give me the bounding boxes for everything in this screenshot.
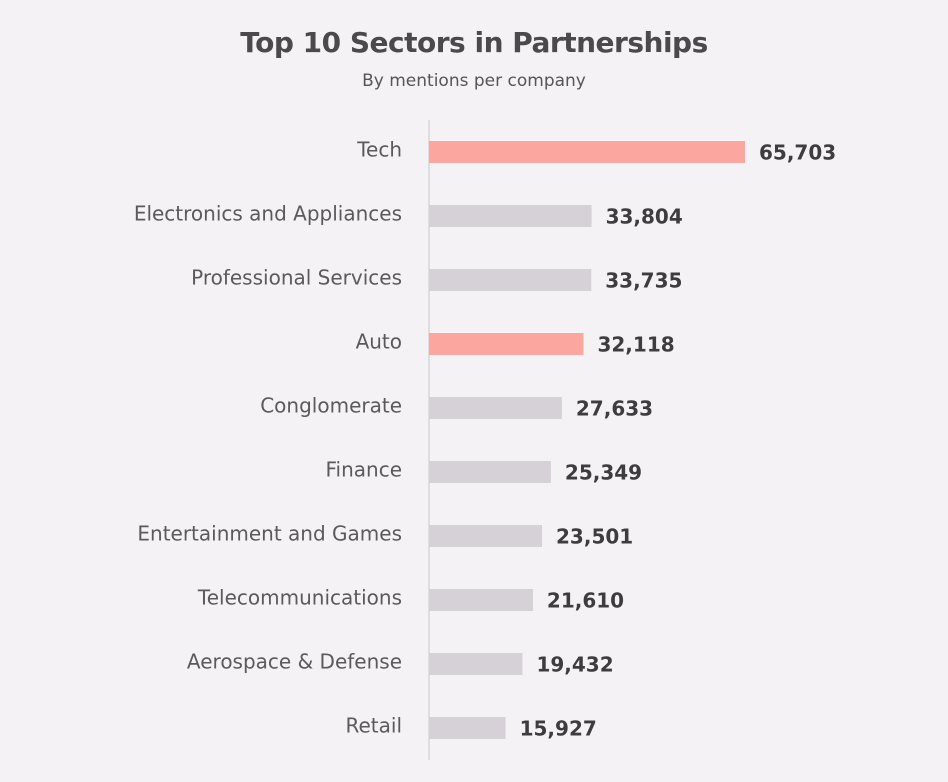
bar-telecommunications bbox=[429, 589, 533, 611]
value-label: 33,735 bbox=[605, 269, 682, 293]
category-label: Electronics and Appliances bbox=[134, 202, 402, 226]
bar-conglomerate bbox=[429, 397, 562, 419]
category-label: Professional Services bbox=[191, 266, 402, 290]
category-label: Telecommunications bbox=[197, 586, 402, 610]
value-label: 33,804 bbox=[606, 205, 683, 229]
category-label: Auto bbox=[356, 330, 402, 354]
value-label: 23,501 bbox=[556, 525, 633, 549]
category-label: Retail bbox=[345, 714, 402, 738]
bar-professional-services bbox=[429, 269, 592, 291]
bar-finance bbox=[429, 461, 551, 483]
chart-subtitle: By mentions per company bbox=[362, 71, 586, 91]
value-label: 32,118 bbox=[597, 333, 674, 357]
category-label: Tech bbox=[356, 138, 402, 162]
category-label: Conglomerate bbox=[260, 394, 402, 418]
category-label: Entertainment and Games bbox=[137, 522, 402, 546]
bar-tech bbox=[429, 141, 745, 163]
bar-retail bbox=[429, 717, 506, 739]
category-label: Finance bbox=[325, 458, 402, 482]
value-label: 25,349 bbox=[565, 461, 642, 485]
value-label: 15,927 bbox=[520, 717, 597, 741]
chart-title: Top 10 Sectors in Partnerships bbox=[240, 26, 708, 59]
bar-entertainment-and-games bbox=[429, 525, 543, 547]
bar-auto bbox=[429, 333, 584, 355]
value-label: 65,703 bbox=[759, 141, 836, 165]
value-label: 27,633 bbox=[576, 397, 653, 421]
bar-electronics-and-appliances bbox=[429, 205, 592, 227]
bar-aerospace-defense bbox=[429, 653, 523, 675]
category-label: Aerospace & Defense bbox=[187, 650, 402, 674]
value-label: 19,432 bbox=[536, 653, 613, 677]
value-label: 21,610 bbox=[547, 589, 624, 613]
